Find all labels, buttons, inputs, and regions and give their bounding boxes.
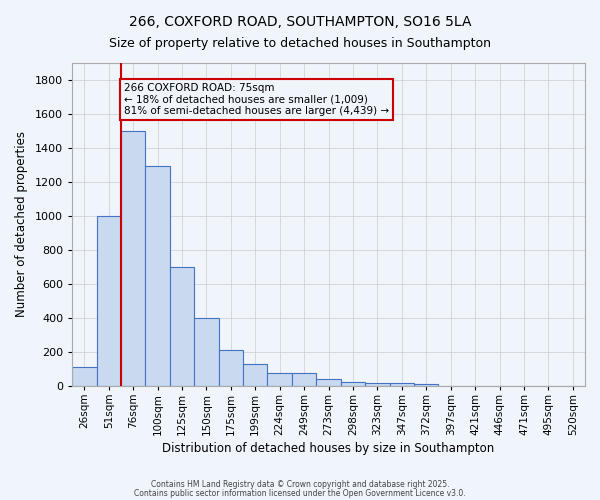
Bar (243, 364, 268, 386)
Bar (145, 166, 170, 386)
Bar (72, 368, 97, 386)
Bar (97, 216, 121, 386)
Bar (194, 318, 218, 386)
Bar (292, 373, 316, 386)
Y-axis label: Number of detached properties: Number of detached properties (15, 131, 28, 317)
Bar (389, 384, 414, 386)
Bar (121, 130, 145, 386)
Bar (365, 384, 389, 386)
Text: 266 COXFORD ROAD: 75sqm
← 18% of detached houses are smaller (1,009)
81% of semi: 266 COXFORD ROAD: 75sqm ← 18% of detache… (124, 83, 389, 116)
Bar (268, 373, 292, 386)
Bar (341, 382, 365, 386)
Text: 266, COXFORD ROAD, SOUTHAMPTON, SO16 5LA: 266, COXFORD ROAD, SOUTHAMPTON, SO16 5LA (129, 15, 471, 29)
Bar (218, 350, 243, 386)
X-axis label: Distribution of detached houses by size in Southampton: Distribution of detached houses by size … (163, 442, 494, 455)
Bar (316, 379, 341, 386)
Text: Contains public sector information licensed under the Open Government Licence v3: Contains public sector information licen… (134, 490, 466, 498)
Text: Contains HM Land Registry data © Crown copyright and database right 2025.: Contains HM Land Registry data © Crown c… (151, 480, 449, 489)
Text: Size of property relative to detached houses in Southampton: Size of property relative to detached ho… (109, 38, 491, 51)
Bar (414, 384, 439, 386)
Bar (170, 267, 194, 386)
